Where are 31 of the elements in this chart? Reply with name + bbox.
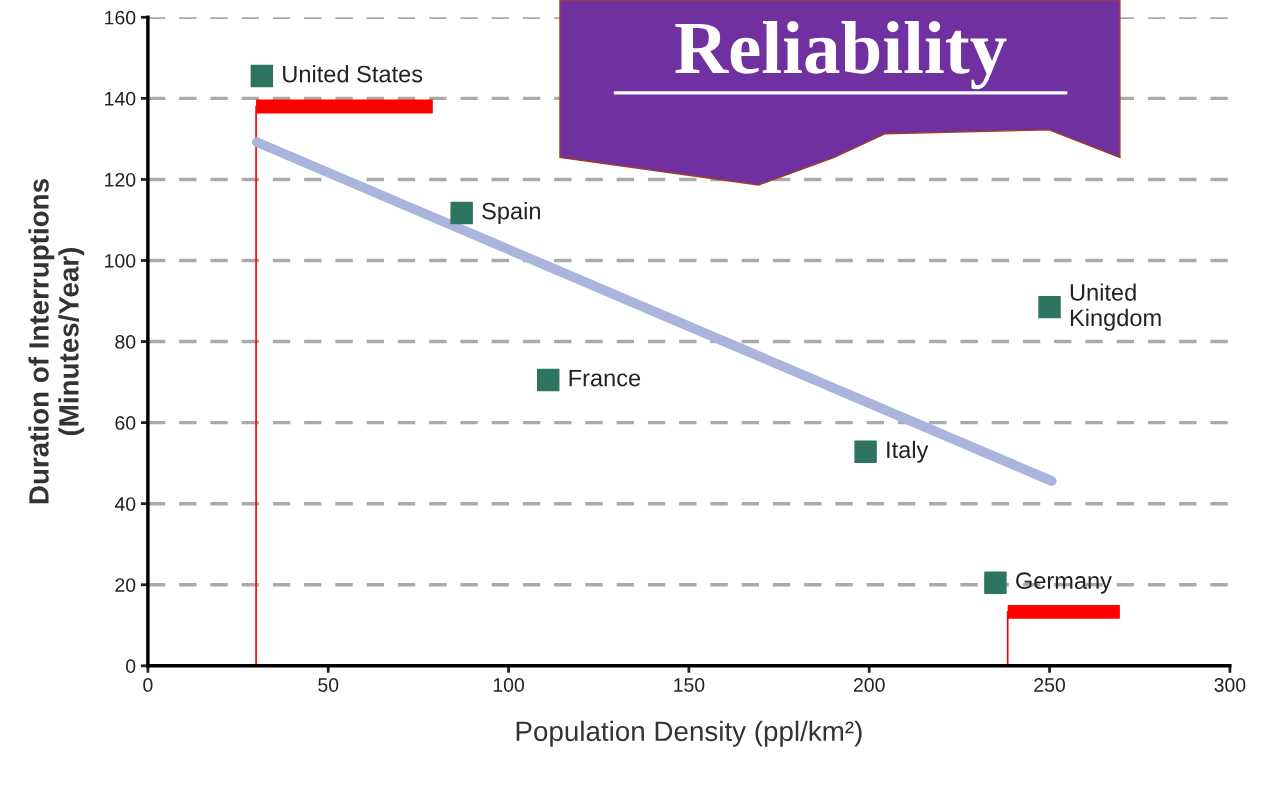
- point: [984, 571, 1007, 594]
- x-tick-label: 50: [318, 678, 339, 692]
- point: [854, 440, 877, 464]
- x-tick-label: 250: [1034, 678, 1065, 692]
- point: [250, 64, 274, 88]
- y-tick-label: 40: [114, 497, 136, 511]
- point: [450, 201, 473, 225]
- y-tick-label: 160: [105, 10, 136, 25]
- y-tick-label: 100: [105, 253, 136, 268]
- annotation: Italy: [887, 440, 929, 463]
- y-tick-label: 20: [115, 578, 136, 592]
- y-tick-label: 0: [126, 659, 136, 674]
- annotation: United States: [283, 65, 423, 83]
- y-tick-label: 140: [105, 91, 136, 106]
- chart-title: Reliability: [675, 20, 1007, 90]
- annotation: Spain: [482, 202, 540, 225]
- x-tick-label: 100: [493, 678, 525, 692]
- point: [1038, 295, 1061, 319]
- x-tick-label: 0: [143, 678, 153, 692]
- y-tick-label: 60: [115, 416, 136, 430]
- y-axis-title: Duration of Interruptions (Minutes/Year): [28, 179, 85, 504]
- y-tick-label: 80: [115, 335, 136, 349]
- annotation: United Kingdom: [1070, 283, 1161, 331]
- y-tick-label: 120: [105, 172, 136, 187]
- point: [536, 368, 560, 392]
- x-tick-label: 150: [674, 678, 705, 692]
- annotation: Germany: [1016, 572, 1112, 594]
- x-tick-label: 200: [853, 678, 885, 692]
- x-axis-title: Population Density (ppl/km²): [516, 720, 862, 747]
- annotation: France: [569, 369, 641, 387]
- x-tick-label: 300: [1214, 678, 1246, 692]
